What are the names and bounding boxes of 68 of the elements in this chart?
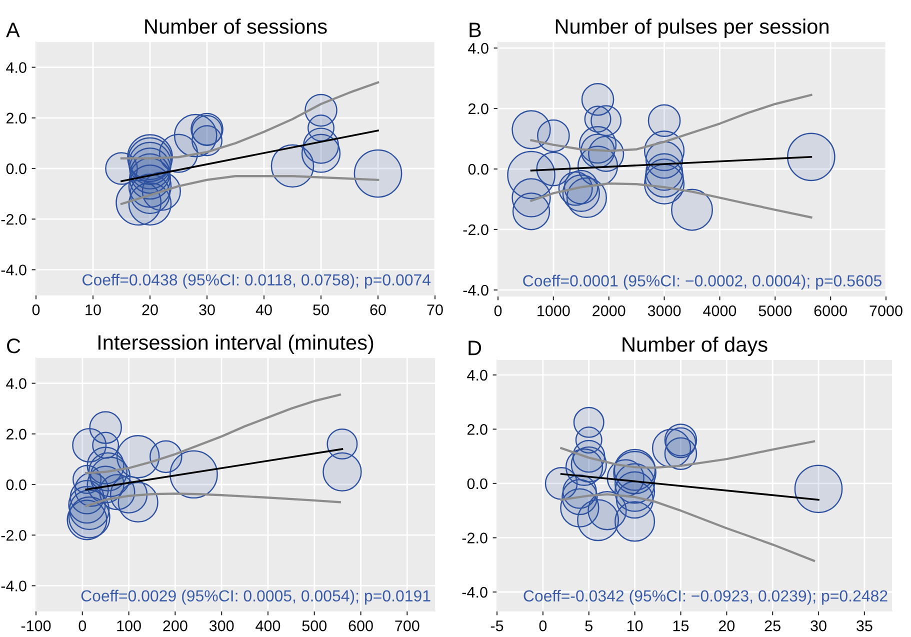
text: A	[6, 22, 20, 38]
x-tick-label: 600	[348, 620, 373, 632]
y-tick-label: 4.0	[6, 62, 26, 73]
y-tick-label: 0.0	[468, 164, 488, 175]
y-tick-label: 0.0	[467, 478, 488, 490]
y-tick-label: 4.0	[467, 370, 488, 381]
y-tick-label: -4.0	[462, 586, 488, 598]
y-tick-label: 2.0	[468, 103, 488, 114]
x-tick-label: 3000	[648, 305, 681, 316]
line-series	[120, 174, 380, 206]
x-tick-label: -100	[21, 620, 51, 632]
y-tick-label: -2.0	[1, 530, 26, 541]
chart-title: Number of pulses per session	[556, 18, 828, 38]
x-tick-label: 10	[86, 304, 101, 316]
x-tick-label: 0	[539, 620, 547, 632]
text: B	[470, 22, 481, 38]
x-tick-label: 100	[117, 620, 141, 632]
annotation: Coeff=0.0438 (95%CI: 0.0118, 0.0758); p=0.0074	[82, 274, 431, 289]
x-tick-label: 15	[673, 620, 689, 632]
x-tick-label: 500	[302, 620, 327, 632]
chart-title: Number of sessions	[145, 18, 327, 34]
x-tick-label: 1000	[538, 305, 570, 316]
x-tick-label: 20	[718, 620, 735, 632]
y-tick-label: 4.0	[6, 378, 26, 389]
x-tick-label: 200	[163, 620, 188, 632]
x-tick-label: 5000	[758, 305, 792, 316]
x-tick-label: -5	[490, 620, 504, 632]
x-tick-label: 35	[856, 620, 872, 632]
y-tick-label: 0.0	[6, 163, 26, 174]
x-tick-label: 0	[78, 620, 86, 632]
x-tick-label: 0	[494, 305, 502, 316]
y-tick-label: 2.0	[6, 112, 26, 124]
x-tick-label: 25	[764, 620, 780, 632]
x-tick-label: 60	[370, 304, 386, 316]
x-tick-label: 6000	[814, 305, 847, 316]
x-tick-label: 70	[427, 304, 443, 316]
x-tick-label: 10	[627, 620, 643, 632]
x-tick-label: 2000	[592, 305, 626, 316]
x-tick-label: 30	[199, 304, 215, 316]
y-tick-label: -2.0	[1, 214, 26, 225]
y-tick-label: -2.0	[463, 224, 488, 236]
chart-title: Intersession interval (minutes)	[98, 334, 374, 354]
annotation: Coeff=-0.0342 (95%CI: −0.0923, 0.0239); p=0.2482	[524, 590, 888, 605]
x-tick-label: 5	[585, 620, 592, 632]
x-tick-label: 400	[256, 620, 280, 632]
y-tick-label: 2.0	[6, 428, 26, 440]
x-tick-label: 20	[142, 304, 158, 316]
x-tick-label: 30	[810, 620, 826, 632]
annotation: Coeff=0.0029 (95%CI: 0.0005, 0.0054); p=0.0191	[81, 590, 430, 605]
y-tick-label: -4.0	[1, 580, 26, 592]
x-tick-label: 700	[395, 620, 420, 632]
y-tick-label: 2.0	[468, 424, 488, 435]
chart-title: Number of days	[622, 336, 768, 356]
text: C	[7, 338, 20, 354]
annotation: Coeff=0.0001 (95%CI: −0.0002, 0.0004); p=0.5605	[523, 274, 882, 290]
x-tick-label: 300	[209, 620, 234, 632]
x-tick-label: 7000	[870, 305, 902, 316]
text: D	[468, 340, 482, 356]
y-tick-label: 0.0	[6, 479, 26, 490]
line-series	[560, 440, 816, 469]
x-tick-label: 0	[32, 304, 40, 316]
y-tick-label: -4.0	[463, 284, 488, 296]
x-tick-label: 50	[313, 304, 329, 316]
y-tick-label: -4.0	[1, 264, 26, 276]
x-tick-label: 4000	[703, 305, 736, 316]
y-tick-label: -2.0	[462, 532, 488, 544]
x-tick-label: 40	[256, 304, 272, 316]
y-tick-label: 4.0	[468, 42, 488, 54]
